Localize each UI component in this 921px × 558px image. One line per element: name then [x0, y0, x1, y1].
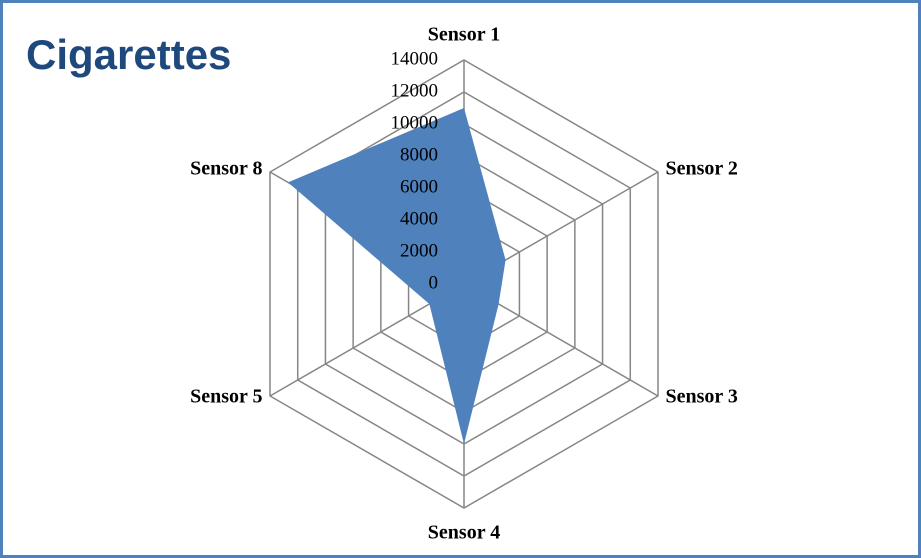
category-label: Sensor 5	[190, 386, 262, 408]
category-label: Sensor 4	[428, 522, 500, 544]
category-label: Sensor 2	[665, 158, 737, 180]
tick-label: 6000	[400, 176, 438, 197]
category-label: Sensor 3	[665, 386, 737, 408]
tick-label: 4000	[400, 208, 438, 229]
radar-area	[288, 108, 506, 444]
tick-label: 10000	[391, 112, 439, 133]
chart-title: Cigarettes	[26, 31, 231, 78]
tick-label: 14000	[391, 48, 439, 69]
tick-label: 12000	[391, 80, 439, 101]
tick-label: 0	[429, 272, 439, 293]
category-label: Sensor 8	[190, 158, 262, 180]
category-label: Sensor 1	[428, 24, 500, 46]
tick-label: 2000	[400, 240, 438, 261]
tick-label: 8000	[400, 144, 438, 165]
